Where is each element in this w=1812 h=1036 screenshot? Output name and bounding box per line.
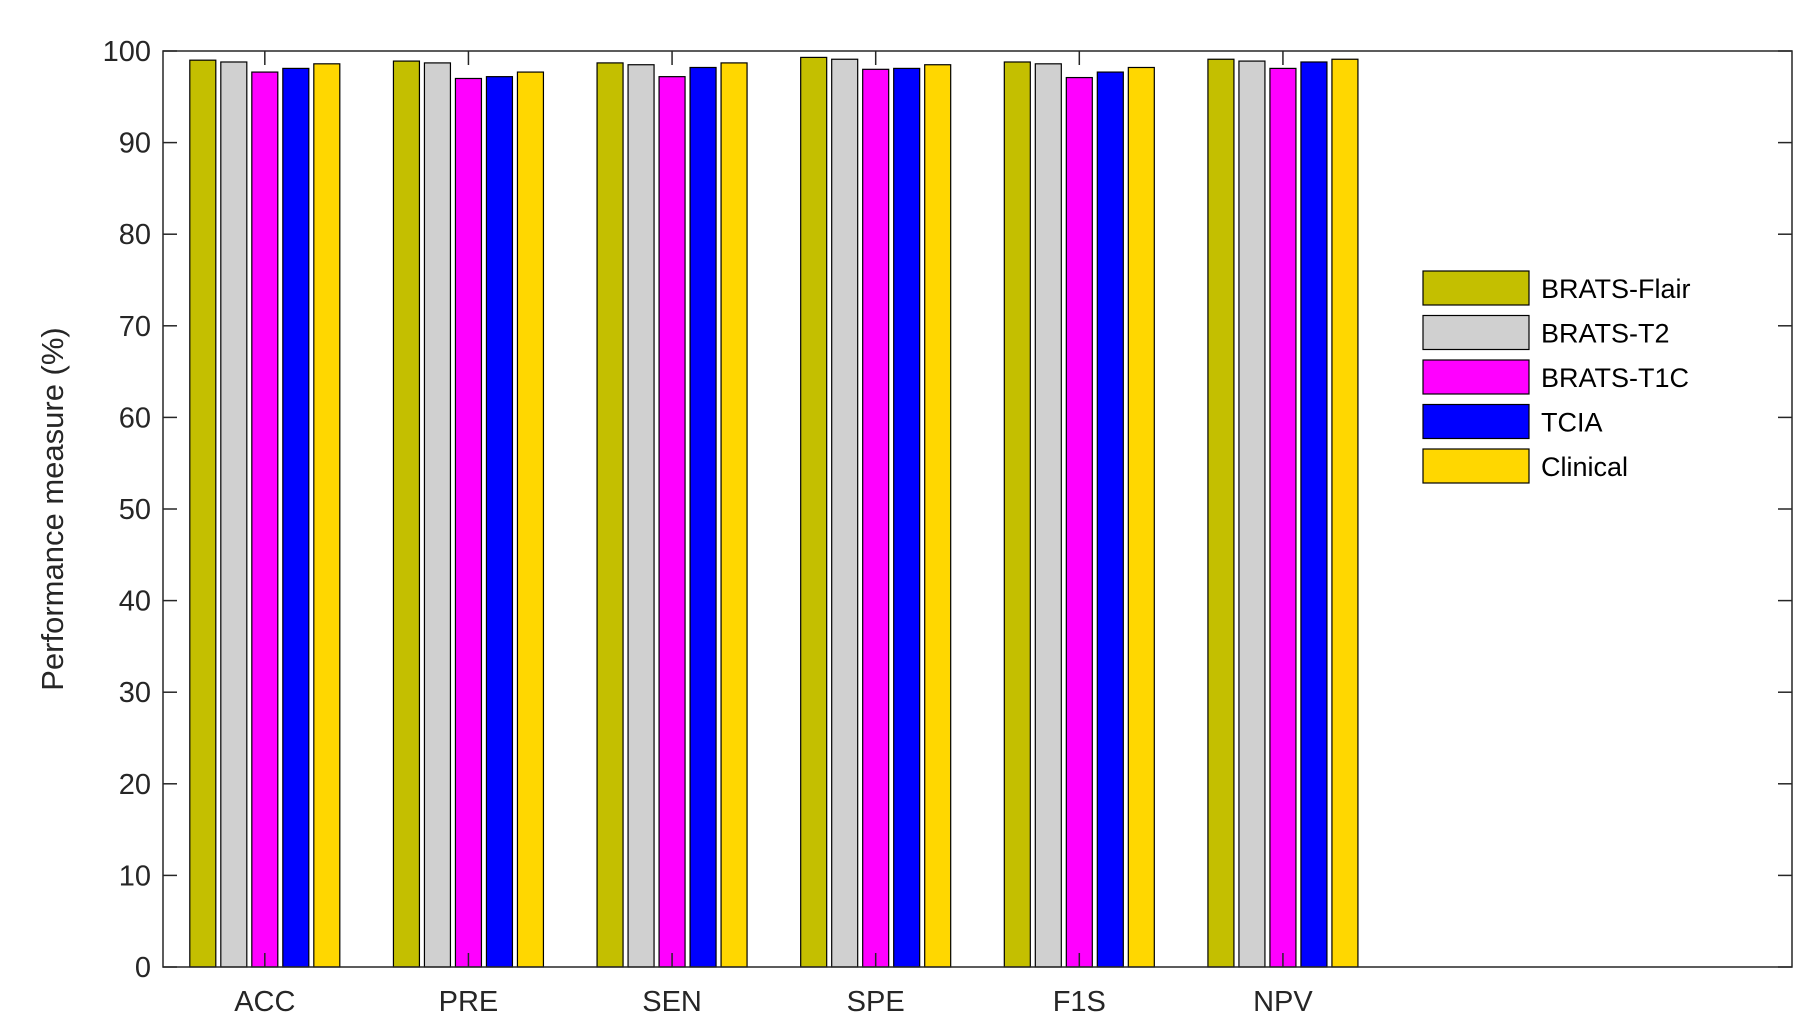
bar-acc-clinical — [313, 63, 341, 968]
bar-spe-brats-t1c — [862, 68, 890, 968]
bar-pre-brats-t2 — [423, 62, 452, 968]
bar-acc-tcia — [282, 67, 310, 968]
bar-npv-brats-t1c — [1269, 67, 1297, 968]
y-tick-label: 40 — [119, 586, 151, 618]
y-tick-label: 50 — [119, 494, 151, 526]
x-tick-label-acc: ACC — [234, 986, 295, 1018]
y-tick-label: 10 — [119, 860, 151, 892]
bar-pre-clinical — [516, 71, 545, 968]
ticks-layer: 0 10 20 30 40 50 60 70 80 90 100 ACC PRE SEN SPE F1S NPV — [103, 36, 1792, 1018]
bar-npv-clinical — [1331, 58, 1359, 968]
y-tick-label: 100 — [103, 36, 151, 68]
bar-sen-clinical — [720, 62, 748, 968]
bar-spe-tcia — [893, 67, 921, 968]
legend-swatch-brats-t2 — [1422, 314, 1530, 351]
bar-sen-brats-t2 — [627, 64, 655, 968]
legend-label-tcia: TCIA — [1541, 408, 1603, 438]
legend: BRATS-Flair BRATS-T2 BRATS-T1C TCIA Clinical — [1422, 270, 1691, 484]
y-tick-label: 30 — [119, 677, 151, 709]
bar-npv-brats-t2 — [1238, 60, 1266, 968]
x-tick-label-f1s: F1S — [1053, 986, 1106, 1018]
legend-swatch-clinical — [1422, 448, 1530, 484]
bar-acc-brats-flair — [189, 59, 217, 968]
bar-npv-tcia — [1300, 61, 1328, 968]
bar-sen-brats-flair — [596, 62, 624, 968]
bar-npv-brats-flair — [1207, 58, 1235, 968]
bar-f1s-brats-flair — [1003, 61, 1031, 968]
x-tick-label-spe: SPE — [847, 986, 905, 1018]
bar-f1s-brats-t2 — [1034, 63, 1062, 968]
bar-sen-tcia — [689, 66, 717, 968]
y-tick-label: 80 — [119, 219, 151, 251]
legend-swatch-brats-flair — [1422, 270, 1530, 306]
bar-spe-brats-t2 — [831, 58, 859, 968]
x-tick-label-pre: PRE — [439, 986, 499, 1018]
bar-acc-brats-t2 — [220, 61, 248, 968]
x-tick-label-npv: NPV — [1253, 986, 1313, 1018]
bar-f1s-brats-t1c — [1065, 76, 1093, 968]
y-tick-label: 70 — [119, 311, 151, 343]
bar-f1s-clinical — [1127, 66, 1155, 968]
bar-sen-brats-t1c — [658, 76, 686, 968]
bar-acc-brats-t1c — [251, 71, 279, 968]
legend-label-brats-t1c: BRATS-T1C — [1541, 363, 1689, 393]
bar-pre-tcia — [485, 76, 514, 968]
bar-pre-brats-flair — [392, 60, 421, 968]
y-tick-label: 90 — [119, 128, 151, 160]
legend-label-brats-flair: BRATS-Flair — [1541, 274, 1691, 304]
y-axis-label: Performance measure (%) — [35, 327, 70, 691]
y-tick-label: 20 — [119, 769, 151, 801]
bar-spe-clinical — [924, 64, 952, 968]
x-tick-label-sen: SEN — [642, 986, 702, 1018]
bar-spe-brats-flair — [800, 56, 828, 968]
legend-label-clinical: Clinical — [1541, 452, 1628, 482]
legend-swatch-tcia — [1422, 403, 1530, 440]
legend-swatch-brats-t1c — [1422, 359, 1530, 395]
bars-layer — [189, 56, 1359, 968]
bar-f1s-tcia — [1096, 71, 1124, 968]
bar-pre-brats-t1c — [454, 77, 483, 968]
y-tick-label: 0 — [135, 952, 151, 984]
legend-label-brats-t2: BRATS-T2 — [1541, 319, 1670, 349]
y-tick-label: 60 — [119, 402, 151, 434]
